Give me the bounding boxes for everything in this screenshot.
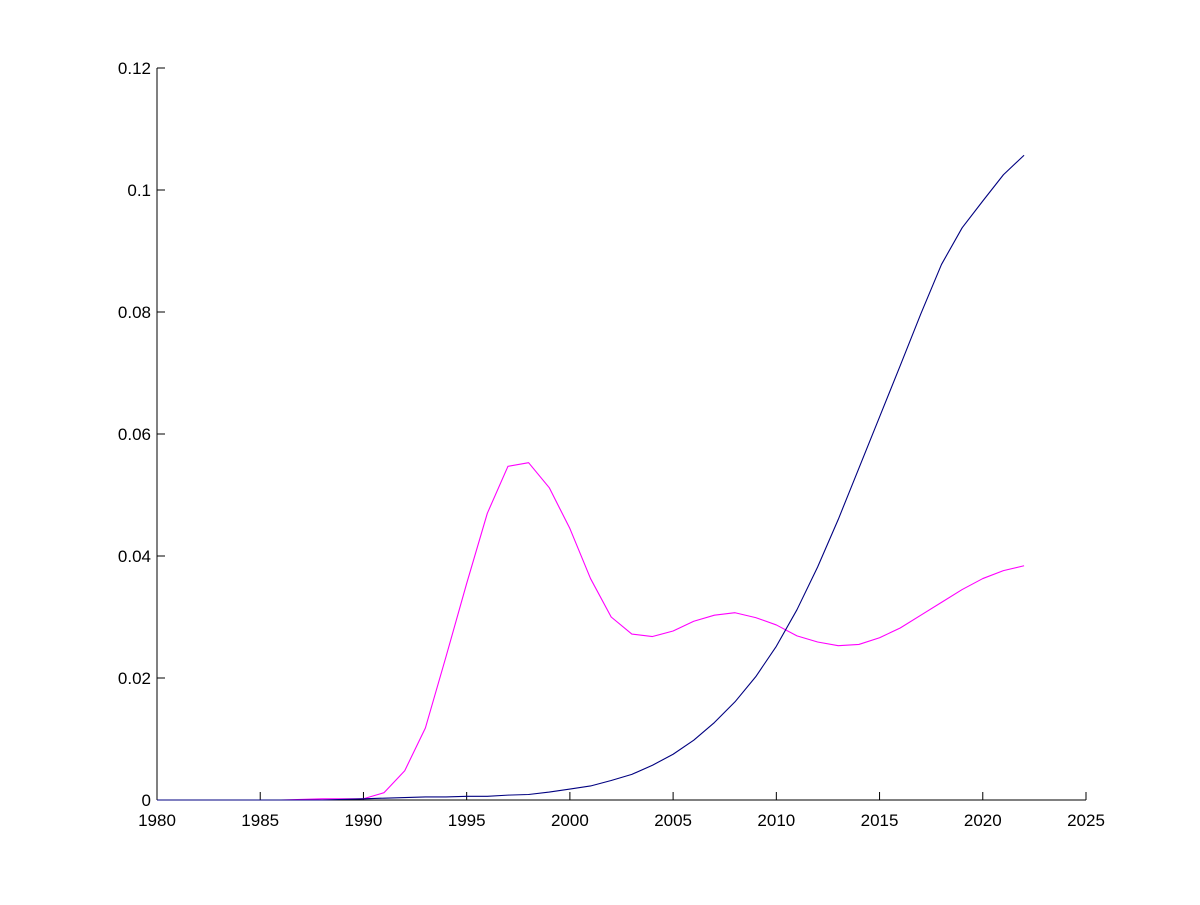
y-tick-label: 0.08: [118, 303, 151, 322]
series-line-2: [157, 154, 1025, 801]
x-tick-label: 2005: [654, 811, 692, 830]
x-tick-label: 2015: [861, 811, 899, 830]
y-tick-label: 0.12: [118, 59, 151, 78]
x-tick-label: 1985: [241, 811, 279, 830]
x-tick-label: 2025: [1067, 811, 1105, 830]
axes: 1980 1985 1990 1995 2000 2005 2010 2015 2020 2025…: [118, 59, 1105, 830]
y-tick-label: 0.1: [127, 181, 151, 200]
x-tick-label: 2000: [551, 811, 589, 830]
x-tick-label: 1980: [138, 811, 176, 830]
series-lines: [157, 154, 1025, 801]
x-tick-label: 1995: [448, 811, 486, 830]
y-tick-label: 0.06: [118, 425, 151, 444]
y-tick-label: 0.04: [118, 547, 151, 566]
x-tick-label: 1990: [345, 811, 383, 830]
series-line-1: [157, 462, 1025, 801]
x-tick-label: 2010: [757, 811, 795, 830]
y-tick-label: 0: [142, 791, 151, 810]
x-tick-label: 2020: [964, 811, 1002, 830]
y-tick-label: 0.02: [118, 669, 151, 688]
